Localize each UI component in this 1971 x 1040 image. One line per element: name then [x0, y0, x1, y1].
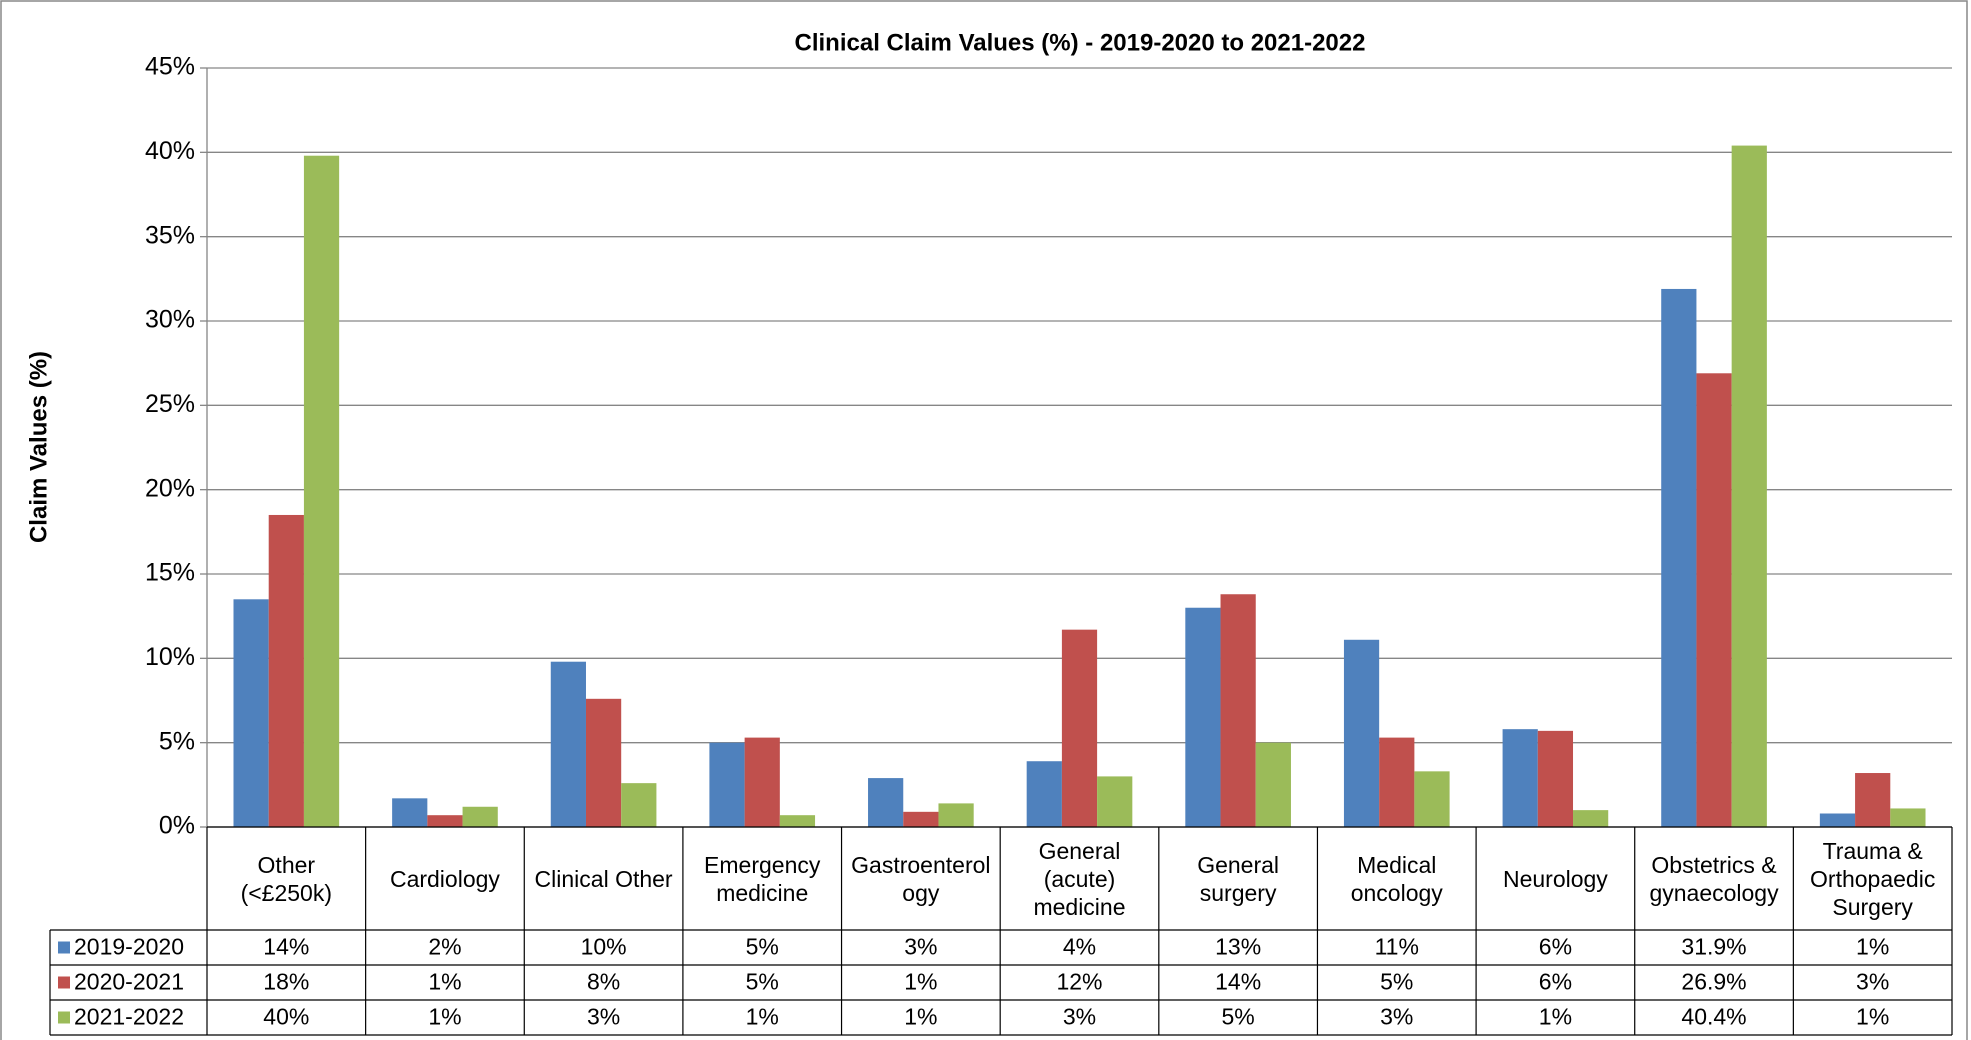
bar	[1731, 145, 1767, 827]
data-label: 40.4%	[1681, 1004, 1746, 1030]
data-label: 5%	[1222, 1004, 1255, 1030]
data-label: 10%	[581, 934, 627, 960]
bar	[303, 155, 340, 827]
data-label: 1%	[1856, 934, 1889, 960]
x-tick-label: Cardiology	[389, 865, 500, 892]
y-axis-title: Claim Values (%)	[25, 351, 52, 543]
y-tick-label: 5%	[159, 727, 195, 755]
legend-label: 2020-2021	[74, 969, 184, 995]
data-label: 11%	[1375, 934, 1419, 960]
bar	[938, 803, 974, 827]
bar	[1890, 808, 1926, 827]
y-tick-label: 15%	[145, 559, 195, 587]
x-tick-label: Other (<£250k)	[240, 851, 333, 906]
y-tick-label: 0%	[159, 812, 195, 840]
y-tick-label: 40%	[145, 137, 195, 165]
legend-key	[58, 941, 70, 954]
data-label: 2%	[428, 934, 461, 960]
bar	[1537, 730, 1574, 827]
data-label: 3%	[587, 1004, 620, 1030]
data-label: 3%	[1856, 969, 1889, 995]
data-label: 3%	[1380, 1004, 1413, 1030]
data-label: 1%	[746, 1004, 779, 1030]
data-label: 1%	[428, 969, 461, 995]
bar	[621, 783, 657, 827]
bar	[1343, 639, 1380, 827]
data-label: 8%	[587, 969, 620, 995]
x-tick-label: Clinical Other	[534, 865, 673, 892]
chart-title: Clinical Claim Values (%) - 2019-2020 to…	[795, 29, 1366, 56]
data-label: 1%	[428, 1004, 461, 1030]
y-tick-label: 35%	[145, 221, 195, 249]
bar	[585, 698, 622, 827]
bar	[1661, 288, 1697, 827]
data-label: 26.9%	[1681, 969, 1746, 995]
data-label: 5%	[746, 934, 779, 960]
data-label: 18%	[263, 969, 309, 995]
x-tick-label: General (acute) medicine	[1033, 837, 1126, 920]
data-label: 14%	[263, 934, 309, 960]
x-tick-label: Emergency medicine	[704, 851, 821, 906]
data-label: 5%	[1380, 969, 1413, 995]
data-label: 3%	[904, 934, 937, 960]
data-label: 12%	[1056, 969, 1102, 995]
x-tick-label: Gastroenterology	[851, 851, 991, 906]
data-label: 6%	[1539, 934, 1572, 960]
x-tick-label: General surgery	[1197, 851, 1280, 906]
data-label: 13%	[1215, 934, 1261, 960]
bar	[550, 661, 586, 827]
data-label: 3%	[1063, 1004, 1096, 1030]
bar	[779, 815, 816, 827]
bar	[709, 742, 745, 827]
bar	[462, 806, 498, 827]
data-label: 1%	[1856, 1004, 1889, 1030]
legend-label: 2019-2020	[74, 934, 184, 960]
bar	[1573, 810, 1609, 827]
bar	[868, 778, 904, 827]
legend-key	[58, 976, 70, 989]
y-tick-label: 25%	[145, 390, 195, 418]
x-tick-label: Obstetrics & gynaecology	[1649, 851, 1779, 906]
y-tick-label: 20%	[145, 474, 195, 502]
bar	[1414, 771, 1450, 827]
x-tick-label: Medical oncology	[1350, 851, 1443, 906]
data-label: 40%	[263, 1004, 309, 1030]
bar	[1819, 813, 1856, 827]
bar	[1502, 729, 1538, 827]
bar	[233, 599, 269, 827]
y-tick-label: 30%	[145, 306, 195, 334]
bar	[1185, 607, 1221, 827]
bar	[1026, 761, 1062, 827]
x-tick-label: Trauma & Orthopaedic Surgery	[1810, 837, 1936, 920]
bar	[427, 815, 463, 827]
bar	[1255, 742, 1291, 827]
legend-label: 2021-2022	[74, 1004, 184, 1030]
y-tick-label: 45%	[145, 53, 195, 81]
data-label: 14%	[1215, 969, 1261, 995]
bar	[1097, 776, 1133, 827]
bar	[1855, 773, 1891, 827]
data-label: 4%	[1063, 934, 1096, 960]
bar	[1379, 737, 1415, 827]
y-tick-label: 10%	[145, 643, 195, 671]
bar	[903, 811, 939, 827]
x-tick-label: Neurology	[1502, 865, 1608, 892]
bar	[1061, 629, 1098, 827]
data-label: 1%	[1539, 1004, 1572, 1030]
legend-key	[58, 1011, 70, 1024]
bar	[1696, 373, 1732, 827]
data-label: 6%	[1539, 969, 1572, 995]
data-label: 1%	[904, 969, 937, 995]
bar	[1220, 594, 1256, 827]
data-label: 5%	[746, 969, 779, 995]
bar	[392, 798, 428, 827]
bar	[744, 737, 780, 827]
data-label: 31.9%	[1681, 934, 1746, 960]
data-label: 1%	[904, 1004, 937, 1030]
bar	[268, 514, 304, 827]
